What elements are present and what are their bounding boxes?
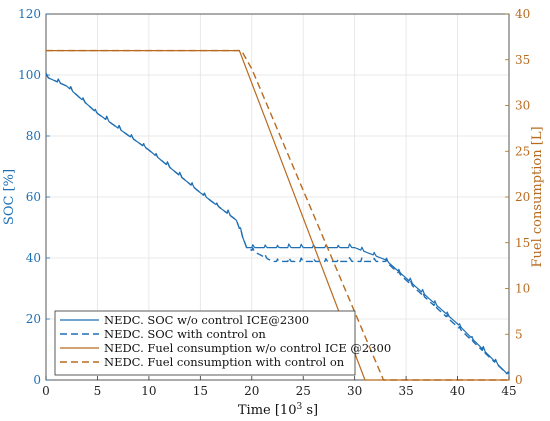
- series-line-1: [45, 72, 510, 375]
- x-tick-label-0: 0: [42, 384, 50, 398]
- x-axis-label-tail: s]: [302, 403, 318, 418]
- tick-labels: 0 5 10 15 20 25 30 35 40 450204060801001200510152…: [18, 7, 530, 398]
- y-right-tick-label-2: 10: [515, 282, 530, 296]
- y-axis-label-right: Fuel consumption [L]: [530, 126, 545, 267]
- y-left-tick-label-0: 0: [33, 373, 41, 387]
- y-right-tick-label-3: 15: [515, 236, 530, 250]
- y-right-tick-label-4: 20: [515, 190, 530, 204]
- x-tick-label-4: 20: [244, 384, 259, 398]
- x-tick-label-7: 35: [398, 384, 413, 398]
- legend-label-1: NEDC. SOC with control on: [104, 327, 266, 341]
- x-tick-label-5: 25: [296, 384, 311, 398]
- y-left-tick-label-3: 60: [26, 190, 41, 204]
- x-tick-label-3: 15: [193, 384, 208, 398]
- x-axis-label-sup: 3: [296, 402, 302, 412]
- y-right-tick-label-6: 30: [515, 99, 530, 113]
- x-tick-label-6: 30: [347, 384, 362, 398]
- series-line-0: [45, 72, 510, 375]
- series-line-3: [46, 49, 509, 381]
- legend-label-2: NEDC. Fuel consumption w/o control ICE @…: [104, 341, 391, 355]
- y-left-tick-label-1: 20: [26, 312, 41, 326]
- legend-label-0: NEDC. SOC w/o control ICE@2300: [104, 313, 309, 327]
- y-right-tick-label-0: 0: [515, 373, 523, 387]
- x-axis-label-main: Time [10: [238, 403, 297, 418]
- y-right-tick-label-5: 25: [515, 144, 530, 158]
- y-right-tick-label-8: 40: [515, 7, 530, 21]
- x-tick-label-9: 45: [501, 384, 516, 398]
- y-right-tick-label-1: 5: [515, 327, 523, 341]
- y-left-tick-label-5: 100: [18, 68, 41, 82]
- y-left-tick-label-4: 80: [26, 129, 41, 143]
- legend: NEDC. SOC w/o control ICE@2300 NEDC. SOC…: [54, 310, 391, 376]
- y-left-tick-label-6: 120: [18, 7, 41, 21]
- series-layer: [45, 49, 510, 381]
- legend-box: [54, 310, 356, 376]
- x-tick-label-8: 40: [450, 384, 465, 398]
- x-tick-label-2: 10: [141, 384, 156, 398]
- y-left-tick-label-2: 40: [26, 251, 41, 265]
- y-right-tick-label-7: 35: [515, 53, 530, 67]
- x-axis-label: Time [103 s]: [238, 402, 318, 418]
- legend-label-3: NEDC. Fuel consumption with control on: [104, 355, 345, 369]
- y-axis-label-left: SOC [%]: [2, 169, 17, 225]
- x-tick-label-1: 5: [94, 384, 102, 398]
